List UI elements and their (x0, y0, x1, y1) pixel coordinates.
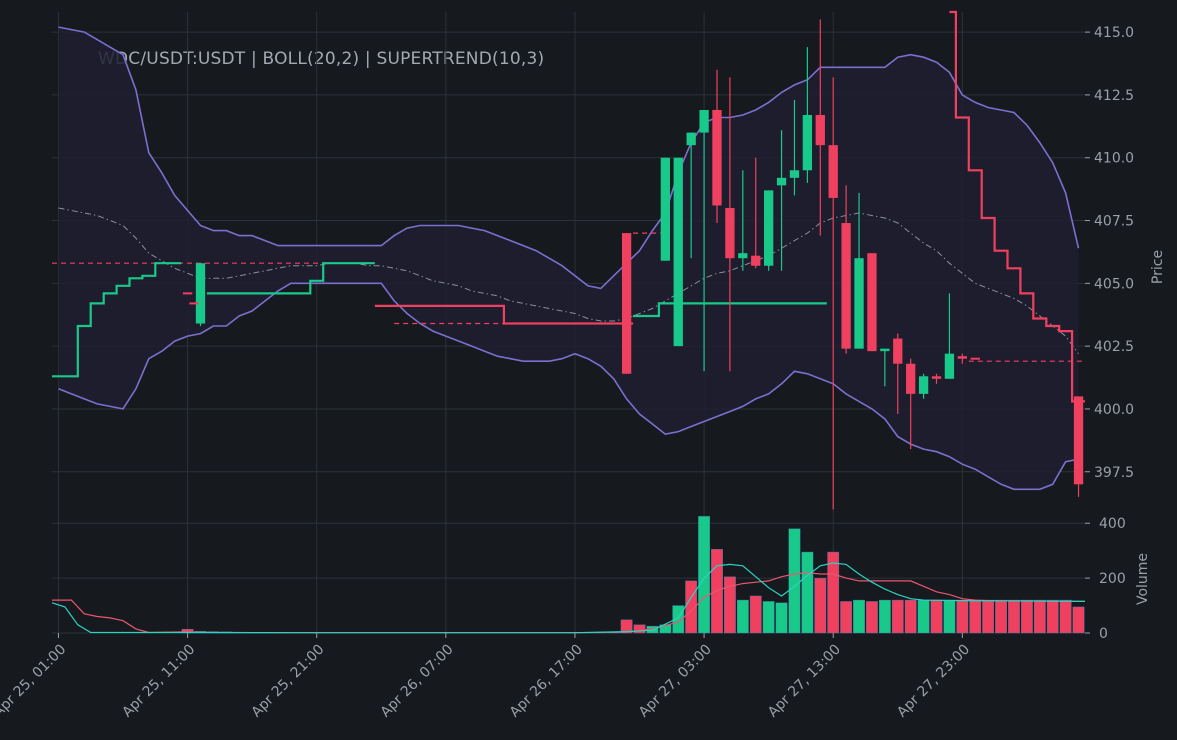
candle-body (815, 115, 825, 146)
price-tick-label: 405.0 (1094, 276, 1134, 292)
volume-bar (878, 599, 891, 634)
time-tick-label: Apr 27, 13:00 (765, 642, 844, 721)
candle-body (660, 157, 670, 261)
candle-body (893, 338, 903, 364)
volume-bar (1046, 599, 1059, 634)
price-tick-label: 407.5 (1094, 214, 1134, 230)
price-tick-label: 410.0 (1094, 151, 1134, 167)
candle-body (841, 223, 851, 349)
volume-ma-down-line (52, 571, 1086, 634)
volume-bar (775, 602, 788, 634)
candle-body (880, 348, 890, 352)
supertrend-line-up (52, 262, 182, 378)
volume-bar (917, 599, 930, 634)
candle-body (802, 115, 813, 171)
candle-body (828, 145, 838, 198)
price-tick-label: 415.0 (1094, 25, 1134, 41)
candle-body (970, 357, 980, 360)
candle-body (867, 253, 877, 352)
supertrend-line-up (206, 262, 375, 295)
time-tick-label: Apr 26, 07:00 (378, 642, 457, 721)
volume-bar (724, 576, 736, 634)
bollinger-middle-line (58, 207, 1079, 354)
candle-body (725, 207, 735, 259)
candle-body (931, 376, 942, 379)
candle-body (738, 253, 748, 259)
supertrend-line-down (949, 10, 1085, 403)
time-tick-label: Apr 25, 21:00 (249, 642, 328, 721)
volume-bar (633, 624, 646, 634)
volume-bar (801, 551, 814, 634)
candle-body (906, 363, 916, 394)
volume-bar (956, 599, 969, 634)
volume-bar (1033, 599, 1046, 634)
volume-bar (788, 528, 801, 634)
volume-bar (1072, 606, 1085, 634)
bollinger-upper-line (58, 26, 1080, 290)
volume-bar (891, 599, 904, 634)
volume-bar (620, 619, 633, 634)
volume-bar (749, 595, 762, 634)
volume-bar (762, 601, 775, 634)
chart-title: WDC/USDT:USDT | BOLL(20,2) | SUPERTREND(… (98, 49, 545, 69)
price-tick-label: 402.5 (1094, 339, 1134, 355)
bollinger-band-fill (58, 27, 1079, 490)
volume-bar (904, 599, 917, 634)
volume-tick-label: 0 (1099, 626, 1108, 642)
candle-body (673, 157, 683, 347)
candle-body (182, 292, 193, 295)
time-tick-label: Apr 27, 23:00 (894, 642, 973, 721)
candle-body (789, 170, 800, 178)
volume-bar (866, 601, 878, 634)
volume-bar (930, 599, 943, 634)
price-tick-label: 400.0 (1094, 402, 1134, 418)
candles (182, 19, 1084, 510)
volume-ma-up-line (51, 562, 1086, 634)
time-tick-label: Apr 27, 03:00 (636, 642, 715, 721)
price-tick-label: 412.5 (1094, 88, 1134, 104)
candle-body (944, 353, 955, 379)
supertrend-line-down (374, 304, 634, 325)
price-axis-label: Price (1150, 250, 1166, 284)
volume-bar (853, 599, 865, 634)
candle-body (854, 258, 864, 349)
candle-body (686, 132, 696, 146)
volume-bar (1021, 599, 1033, 634)
candle-body (918, 376, 929, 394)
candle-body (957, 356, 967, 359)
volume-bar (736, 599, 749, 634)
volume-bar (814, 577, 827, 634)
volume-bar (1008, 599, 1020, 634)
candle-body (712, 109, 722, 206)
candle-body (751, 255, 761, 266)
time-tick-label: Apr 25, 11:00 (119, 642, 198, 721)
volume-bar (943, 599, 956, 634)
volume-bar (672, 605, 685, 634)
candle-body (195, 263, 206, 324)
volume-axis-label: Volume (1135, 553, 1151, 605)
time-tick-label: Apr 25, 01:00 (0, 642, 69, 721)
volume-bar (969, 599, 982, 634)
candle-body (763, 190, 774, 266)
volume-bars (181, 516, 1085, 634)
candle-body (699, 109, 709, 133)
price-tick-label: 397.5 (1094, 465, 1134, 481)
volume-bar (1059, 599, 1072, 634)
supertrend-line-up (633, 302, 827, 318)
candle-body (1073, 396, 1084, 485)
candle-body (776, 177, 787, 186)
volume-tick-label: 400 (1099, 516, 1126, 532)
candle-body (621, 233, 632, 374)
volume-tick-label: 200 (1099, 571, 1126, 587)
bollinger-lower-line (58, 282, 1079, 491)
candle-body (189, 302, 199, 305)
volume-bar (840, 601, 853, 634)
volume-bar (995, 599, 1007, 634)
volume-bar (982, 599, 995, 634)
time-tick-label: Apr 26, 17:00 (507, 642, 586, 721)
